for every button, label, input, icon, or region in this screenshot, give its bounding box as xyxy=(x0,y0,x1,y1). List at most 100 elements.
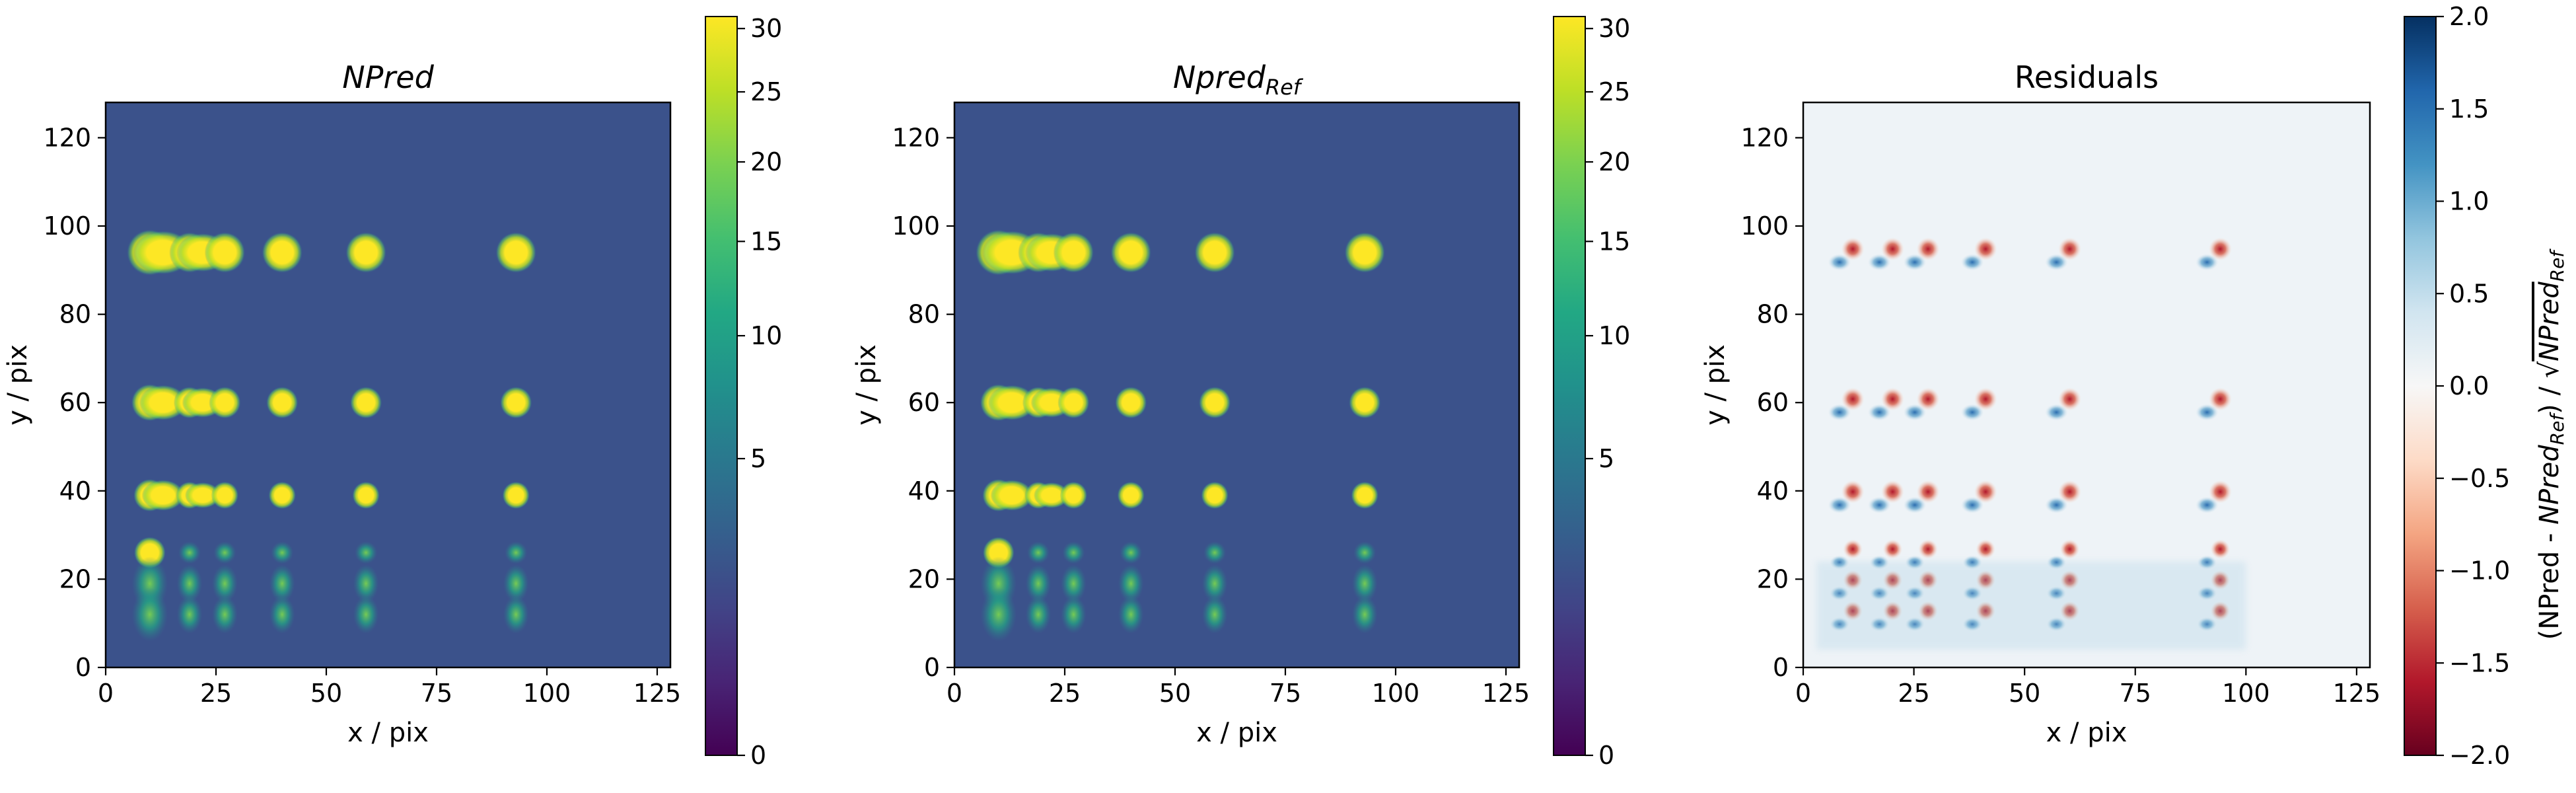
panel-title: NPred xyxy=(342,59,434,95)
source-blob xyxy=(176,564,203,603)
title-base: Npred xyxy=(1173,59,1266,95)
colorbar-tick-label: 10 xyxy=(750,321,782,350)
source-blob xyxy=(1034,482,1069,509)
source-blob xyxy=(1203,541,1227,564)
source-blob xyxy=(1059,481,1088,510)
residual-negative xyxy=(2044,496,2068,513)
y-tick-label: 80 xyxy=(908,300,940,329)
source-blob xyxy=(1351,481,1378,510)
y-tick-label: 40 xyxy=(59,476,91,506)
colorbar-tick-label: 0 xyxy=(750,741,766,770)
heatmap-image xyxy=(106,102,670,667)
residual-positive xyxy=(2059,539,2080,559)
x-tick-label: 100 xyxy=(523,679,571,708)
source-blob xyxy=(353,595,379,634)
residual-positive xyxy=(1841,480,1865,504)
source-blob xyxy=(131,587,168,642)
residual-positive xyxy=(1918,539,1938,559)
colorbar-label-part: (NPred - xyxy=(2534,525,2565,640)
colorbar-tick-label: 20 xyxy=(1598,147,1630,176)
x-tick-label: 125 xyxy=(633,679,682,708)
y-tick-label: 20 xyxy=(59,564,91,593)
y-axis-label: y / pix xyxy=(851,344,882,426)
source-blob xyxy=(495,232,536,273)
colorbar: 0 5 10 15 20 25 30 xyxy=(1553,14,1630,770)
colorbar-tick-label: 30 xyxy=(750,14,782,43)
residual-positive xyxy=(1916,480,1940,504)
source-blob xyxy=(1062,541,1085,564)
source-blob xyxy=(1061,595,1087,634)
residual-positive xyxy=(1974,387,1997,411)
y-tick-label: 40 xyxy=(908,476,940,506)
y-axis-label: y / pix xyxy=(3,344,33,426)
source-blob xyxy=(1117,481,1145,510)
x-axis-label: x / pix xyxy=(1196,718,1277,748)
residual-positive xyxy=(1916,237,1940,261)
residual-negative xyxy=(1867,404,1891,421)
source-blob xyxy=(204,232,246,273)
residual-negative xyxy=(2195,496,2219,513)
source-blob xyxy=(266,387,299,419)
colorbar-tick-label: 30 xyxy=(1598,14,1630,43)
residual-negative xyxy=(1867,496,1891,513)
axes-frame xyxy=(104,101,672,669)
source-blob xyxy=(987,385,1036,420)
residual-positive xyxy=(1843,539,1863,559)
source-blob xyxy=(1351,564,1378,603)
title-subscript: Ref xyxy=(1266,75,1304,100)
source-blob xyxy=(990,480,1033,511)
y-tick-label: 80 xyxy=(59,300,91,329)
source-blob xyxy=(211,481,239,510)
colorbar-label-part: ) / √ xyxy=(2534,361,2565,414)
colorbar-tick-label: 1.5 xyxy=(2449,94,2489,124)
residual-positive xyxy=(1974,237,1997,261)
colorbar-label-part: NPred xyxy=(2534,445,2565,525)
source-blob xyxy=(268,481,296,510)
x-tick-label: 0 xyxy=(947,679,962,708)
source-blob xyxy=(269,595,295,634)
residual-negative xyxy=(2195,404,2219,421)
residual-negative xyxy=(1903,404,1927,421)
residual-negative xyxy=(1828,404,1851,421)
source-blob xyxy=(1118,595,1144,634)
y-axis-label: y / pix xyxy=(1700,344,1731,426)
residual-positive xyxy=(1882,539,1903,559)
y-tick-label: 20 xyxy=(1757,564,1789,593)
colorbar-tick-label: 0.5 xyxy=(2449,279,2489,308)
residual-negative xyxy=(1903,496,1927,513)
residual-negative xyxy=(1828,254,1851,271)
residual-positive xyxy=(2058,480,2081,504)
source-blob xyxy=(141,480,184,511)
residual-positive xyxy=(1976,539,1995,559)
colorbar: 0 5 10 15 20 25 30 xyxy=(705,14,782,770)
residual-positive xyxy=(1974,480,1997,504)
colorbar-tick-label: 0.0 xyxy=(2449,371,2489,400)
source-blob xyxy=(212,564,238,603)
colorbar-gradient xyxy=(2404,16,2437,756)
source-blob xyxy=(1201,481,1229,510)
x-tick-label: 75 xyxy=(1270,679,1301,708)
residual-negative xyxy=(2044,404,2068,421)
source-blob xyxy=(503,564,529,603)
residuals-panel: 0 25 50 75 100 125 0 20 40 60 80 100 120 x / pix y / p… xyxy=(1700,2,2568,770)
y-tick-label: 0 xyxy=(75,653,91,682)
residual-haze xyxy=(1816,561,2246,650)
residual-negative xyxy=(2044,254,2068,271)
source-blob xyxy=(1349,387,1381,419)
colorbar: −2.0 −1.5 −1.0 −0.5 0.0 0.5 1.0 1.5 2.0 (NPred - … xyxy=(2404,2,2568,770)
residual-negative xyxy=(1867,254,1891,271)
x-tick-label: 75 xyxy=(421,679,452,708)
source-blob xyxy=(1061,564,1087,603)
source-blob xyxy=(1110,232,1151,273)
source-blob xyxy=(505,541,528,564)
residual-positive xyxy=(2058,387,2081,411)
source-blob xyxy=(1053,232,1094,273)
colorbar-tick-label: 0 xyxy=(1598,741,1614,770)
axes-frame xyxy=(1802,101,2371,669)
source-blob xyxy=(271,541,294,564)
x-tick-label: 0 xyxy=(1795,679,1811,708)
colorbar-tick-label: −1.5 xyxy=(2449,648,2510,677)
colorbar-tick-label: 5 xyxy=(1598,444,1614,473)
